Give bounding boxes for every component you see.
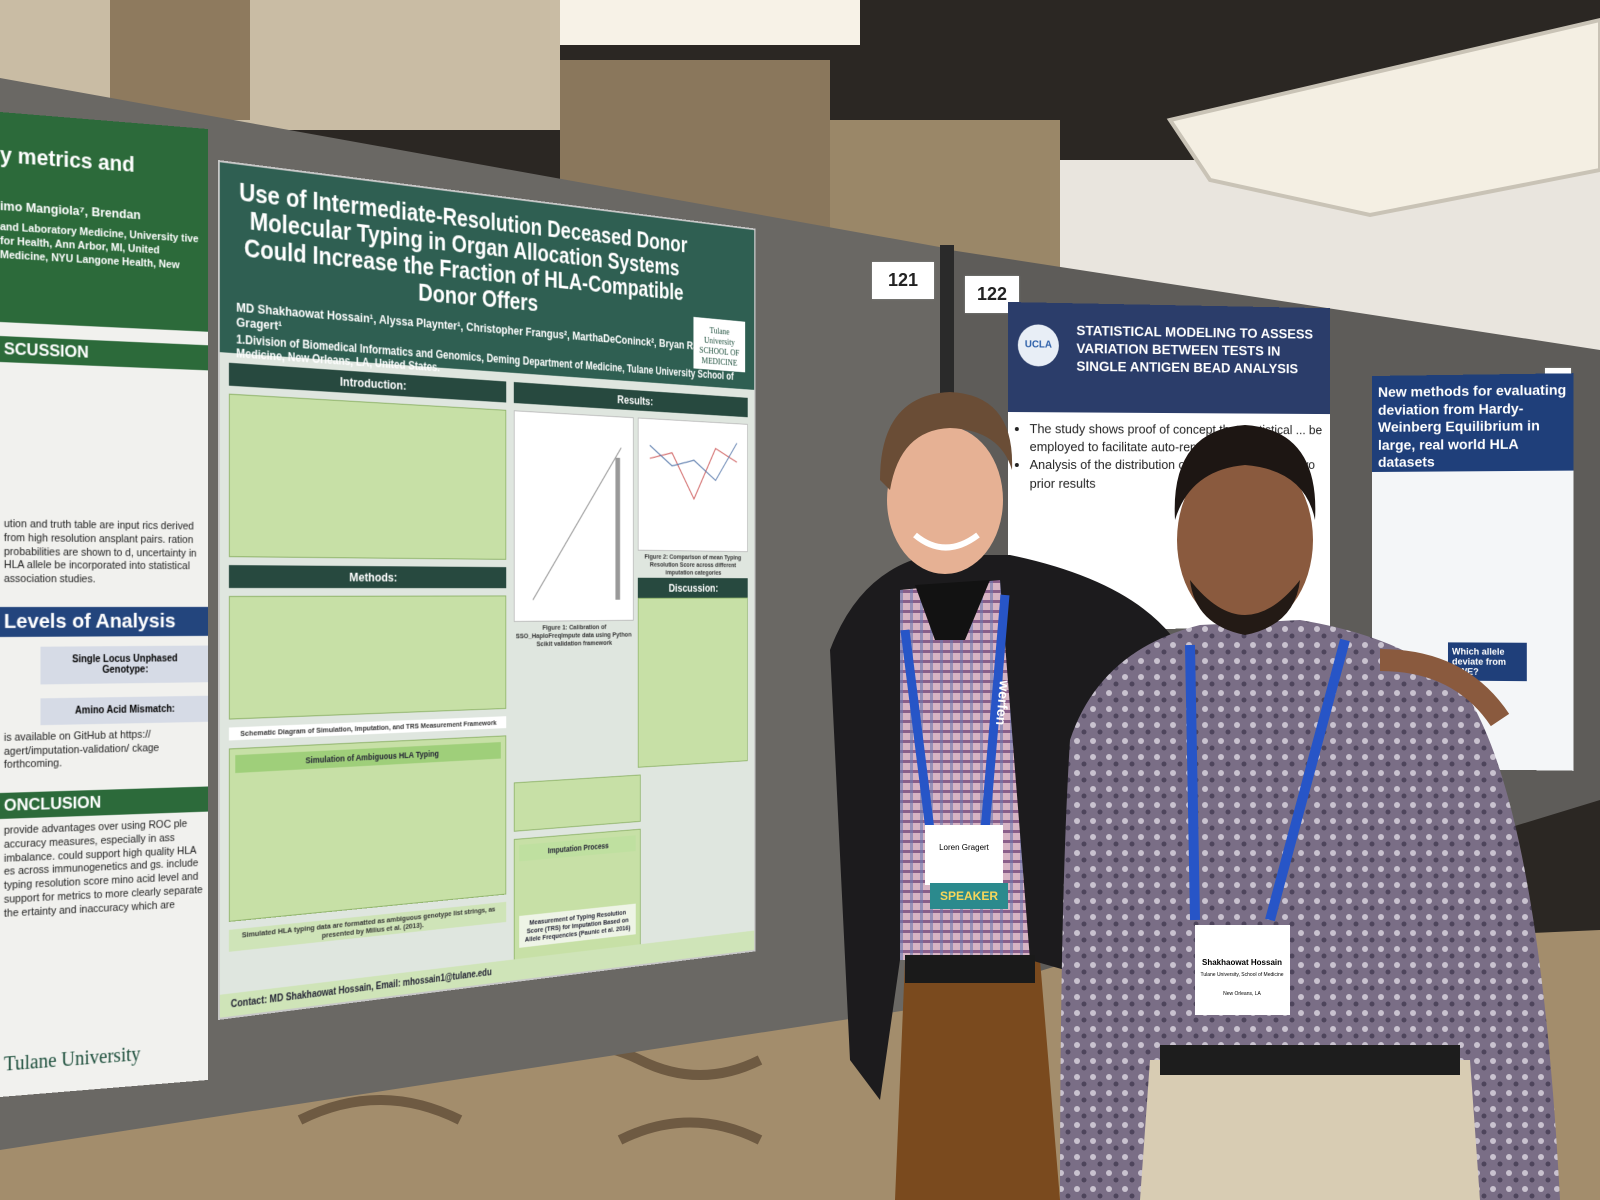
light-fixture (1166, 17, 1600, 218)
badge-city: New Orleans, LA (1223, 991, 1261, 997)
lanyard-text: werfen (993, 679, 1013, 726)
board-number: 121 (872, 262, 934, 299)
badge-ribbon (930, 883, 1008, 909)
arm (1379, 649, 1510, 727)
light-fixture (560, 0, 860, 45)
smile (913, 532, 980, 551)
beard (1190, 580, 1300, 635)
person-right: Shakhaowat Hossain Tulane University, Sc… (1060, 425, 1560, 1200)
hair (1174, 425, 1316, 520)
badge-name: Loren Gragert (939, 843, 990, 852)
badge (1195, 925, 1290, 1015)
pants (1125, 1040, 1480, 1200)
belt (1160, 1045, 1460, 1075)
undershirt (915, 580, 990, 640)
hair (880, 392, 1013, 490)
badge (925, 825, 1003, 885)
belt (905, 955, 1035, 983)
badge-name: Shakhaowat Hossain (1202, 958, 1282, 967)
board-number: 122 (965, 276, 1019, 313)
pillar (110, 0, 250, 120)
pants (895, 960, 1060, 1200)
person-left: werfen Loren Gragert SPEAKER (830, 392, 1175, 1200)
badge-ribbon-text: SPEAKER (940, 889, 998, 903)
face (1177, 450, 1313, 630)
lanyard (1185, 638, 1350, 922)
badge-org: Tulane University, School of Medicine (1200, 972, 1283, 978)
lanyard (900, 594, 1010, 831)
